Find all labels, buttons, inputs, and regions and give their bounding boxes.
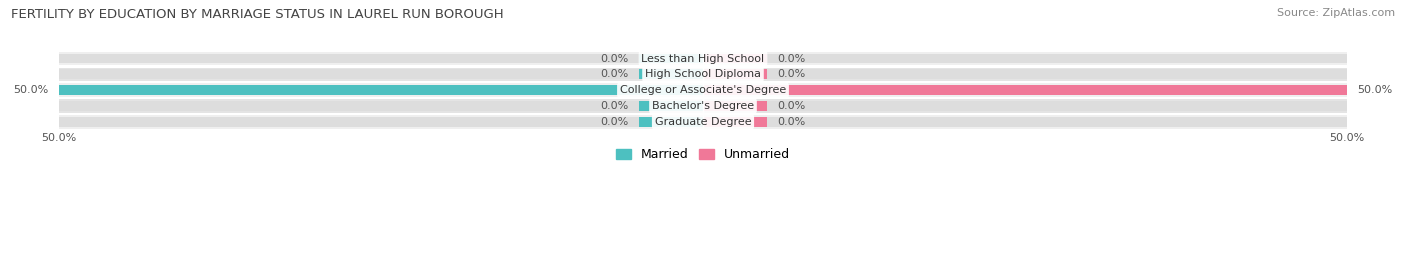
Text: 0.0%: 0.0% [600,69,628,79]
Text: 0.0%: 0.0% [778,101,806,111]
Bar [59,54,703,64]
Bar [59,69,703,79]
Bar [703,101,768,111]
Bar [638,101,703,111]
Bar [703,117,1347,127]
Bar [59,117,703,127]
Bar [638,54,703,64]
Bar [59,115,1347,129]
Bar [703,69,1347,79]
Text: 0.0%: 0.0% [778,54,806,64]
Bar [638,69,703,79]
Text: FERTILITY BY EDUCATION BY MARRIAGE STATUS IN LAUREL RUN BOROUGH: FERTILITY BY EDUCATION BY MARRIAGE STATU… [11,8,503,21]
Text: 0.0%: 0.0% [600,117,628,127]
Bar [703,85,1347,95]
Text: 50.0%: 50.0% [14,85,49,95]
Text: Graduate Degree: Graduate Degree [655,117,751,127]
Text: Source: ZipAtlas.com: Source: ZipAtlas.com [1277,8,1395,18]
Bar [638,117,703,127]
Bar [703,117,768,127]
Bar [59,85,703,95]
Bar [59,83,1347,97]
Bar [703,101,1347,111]
Text: Less than High School: Less than High School [641,54,765,64]
Text: 0.0%: 0.0% [778,69,806,79]
Bar [59,101,703,111]
Legend: Married, Unmarried: Married, Unmarried [612,143,794,166]
Text: Bachelor's Degree: Bachelor's Degree [652,101,754,111]
Bar [59,99,1347,113]
Text: 50.0%: 50.0% [1357,85,1392,95]
Text: 0.0%: 0.0% [600,101,628,111]
Text: 0.0%: 0.0% [600,54,628,64]
Bar [703,54,1347,64]
Text: 0.0%: 0.0% [778,117,806,127]
Bar [703,54,768,64]
Bar [703,69,768,79]
Text: High School Diploma: High School Diploma [645,69,761,79]
Bar [59,85,703,95]
Bar [59,52,1347,65]
Text: College or Associate's Degree: College or Associate's Degree [620,85,786,95]
Bar [703,85,1347,95]
Bar [59,68,1347,81]
